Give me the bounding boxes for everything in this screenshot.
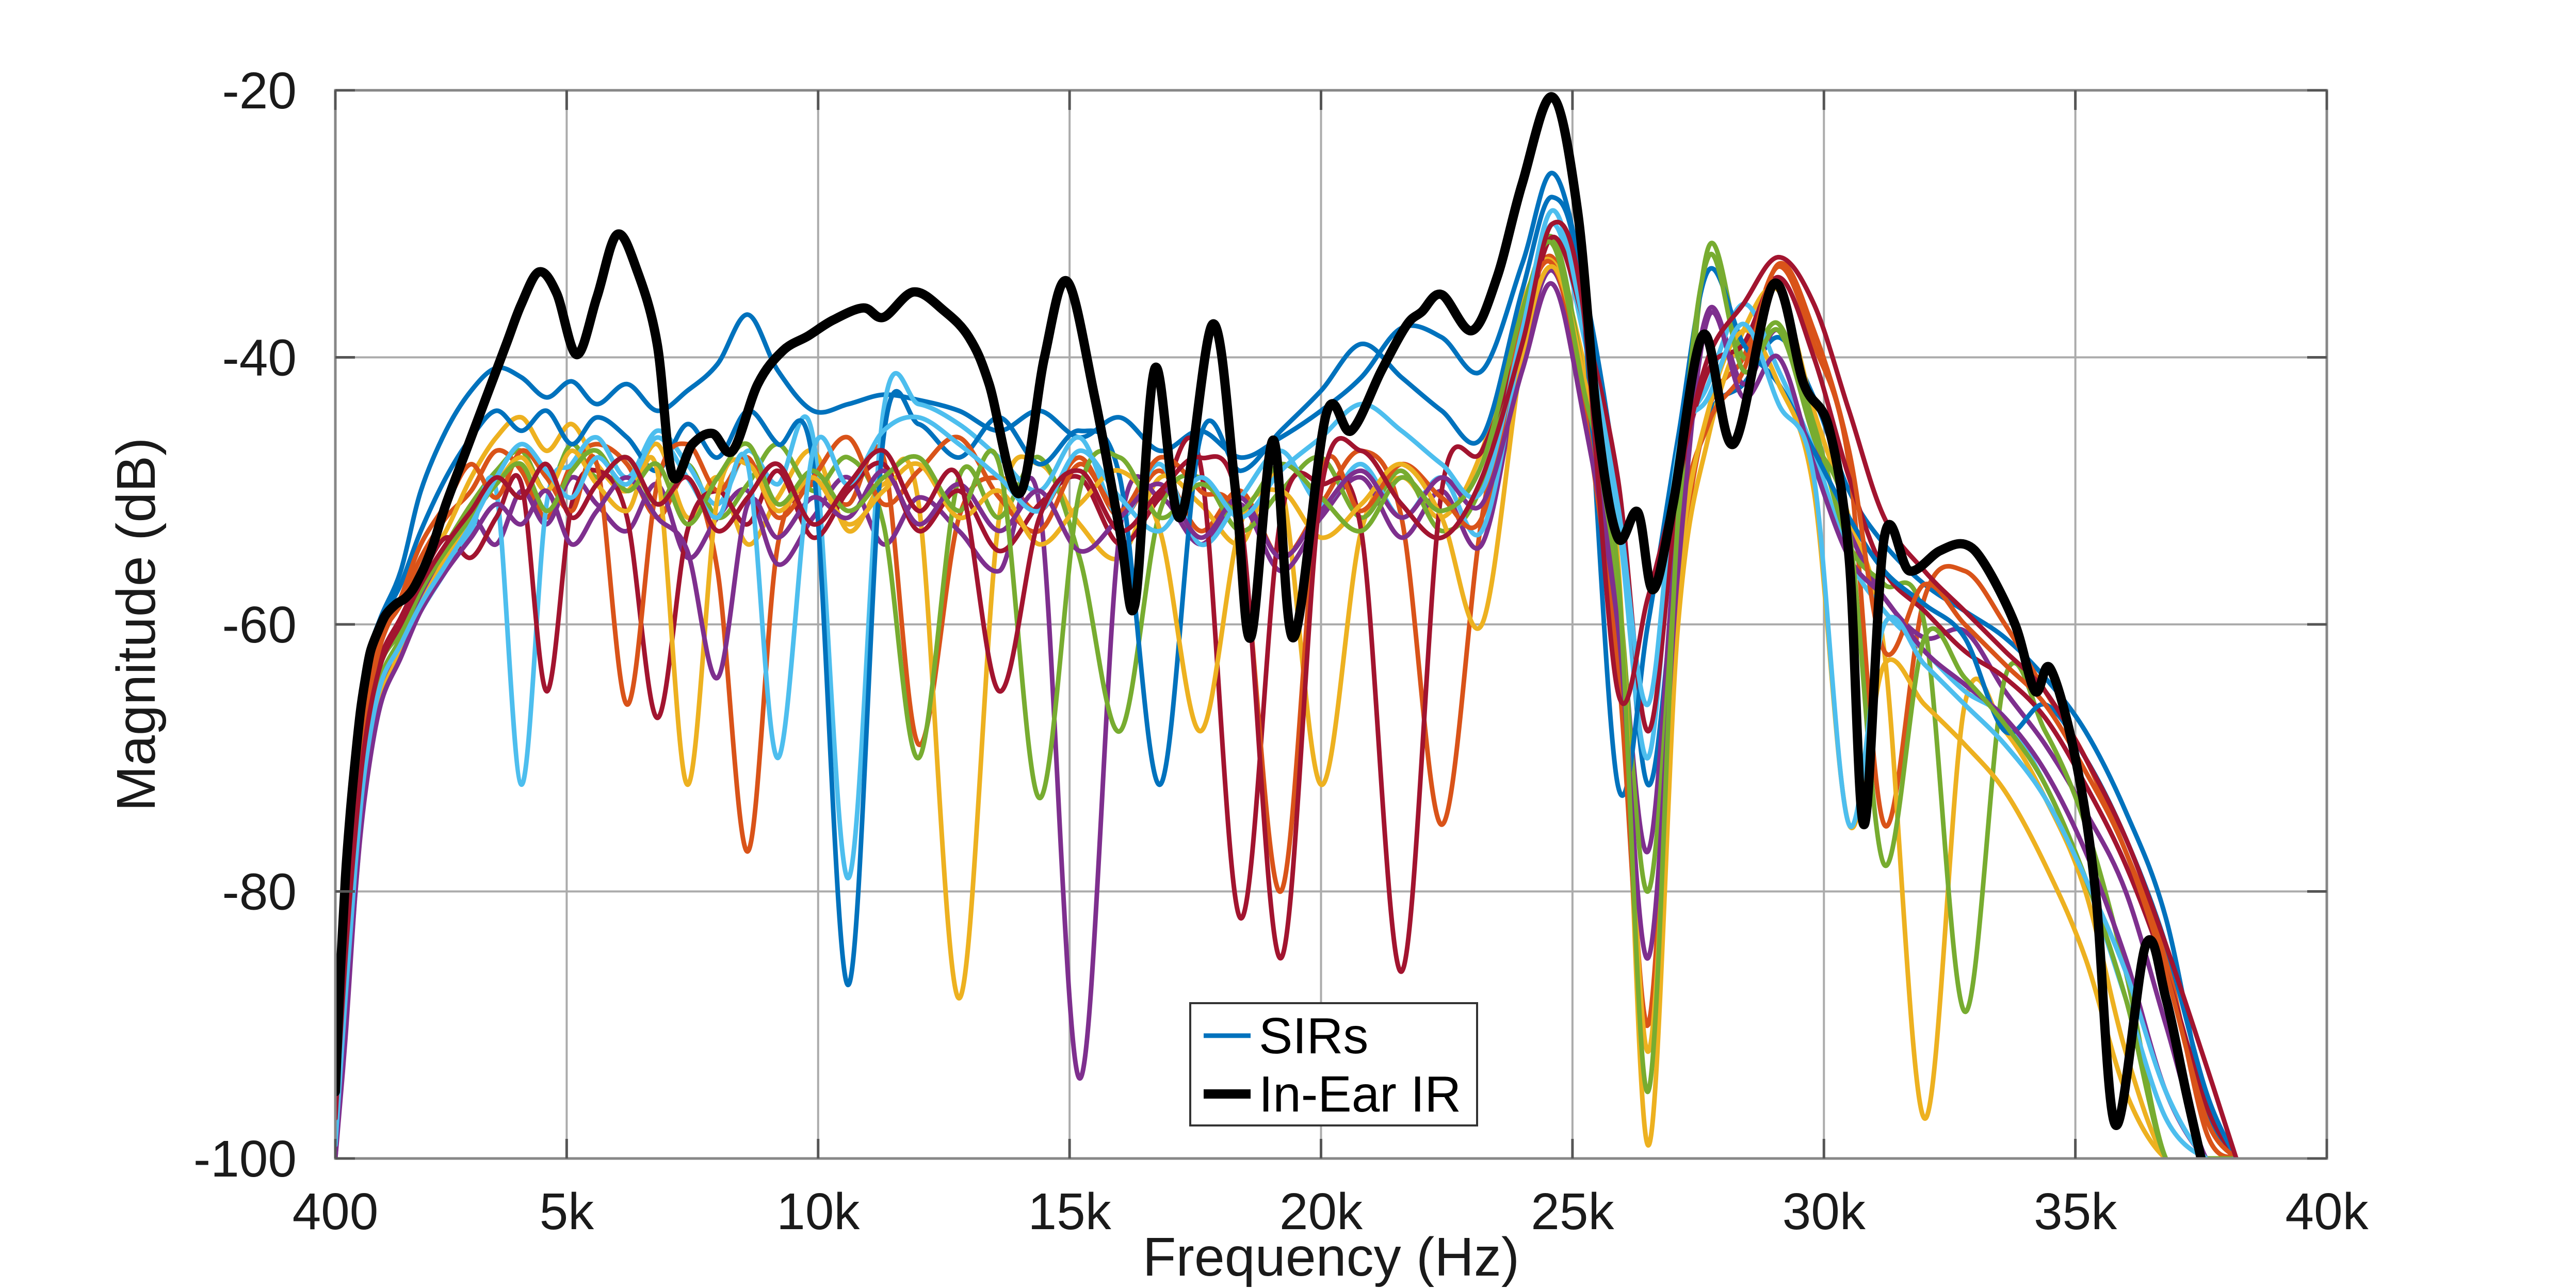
x-tick-label: 30k [1783,1183,1866,1241]
legend-label-in-ear-ir: In-Ear IR [1259,1066,1461,1122]
sir-line [335,235,2239,1158]
sir-line [335,219,2239,1158]
y-tick-label: -100 [193,1130,297,1188]
sir-line [335,208,2239,1158]
y-tick-label: -80 [222,863,297,921]
sir-line [335,195,2239,1158]
y-axis-title: Magnitude (dB) [106,438,167,812]
x-tick-label: 35k [2034,1183,2117,1241]
x-tick-label: 400 [293,1183,379,1241]
x-tick-label: 10k [776,1183,860,1241]
x-tick-label: 25k [1531,1183,1614,1241]
legend: SIRs In-Ear IR [1189,1002,1478,1126]
x-tick-label: 5k [540,1183,595,1241]
sir-line [335,170,2239,1158]
legend-box [1189,1002,1478,1126]
x-tick-label: 40k [2285,1183,2369,1241]
series-layer [335,92,2239,1158]
x-axis-title: Frequency (Hz) [1143,1227,1519,1287]
legend-label-sirs: SIRs [1259,1007,1368,1064]
y-tick-label: -20 [222,62,297,120]
y-tick-label: -60 [222,596,297,654]
in-ear-ir-line [335,92,2206,1158]
x-tick-label: 20k [1279,1183,1363,1241]
y-tick-label: -40 [222,329,297,387]
axes-layer: 400 5k 10k 15k 20k 25k 30k 35k 40k -20 -40 -60 -80 -1… [193,62,2369,1241]
grid-layer [335,90,2327,1158]
x-tick-label: 15k [1028,1183,1112,1241]
